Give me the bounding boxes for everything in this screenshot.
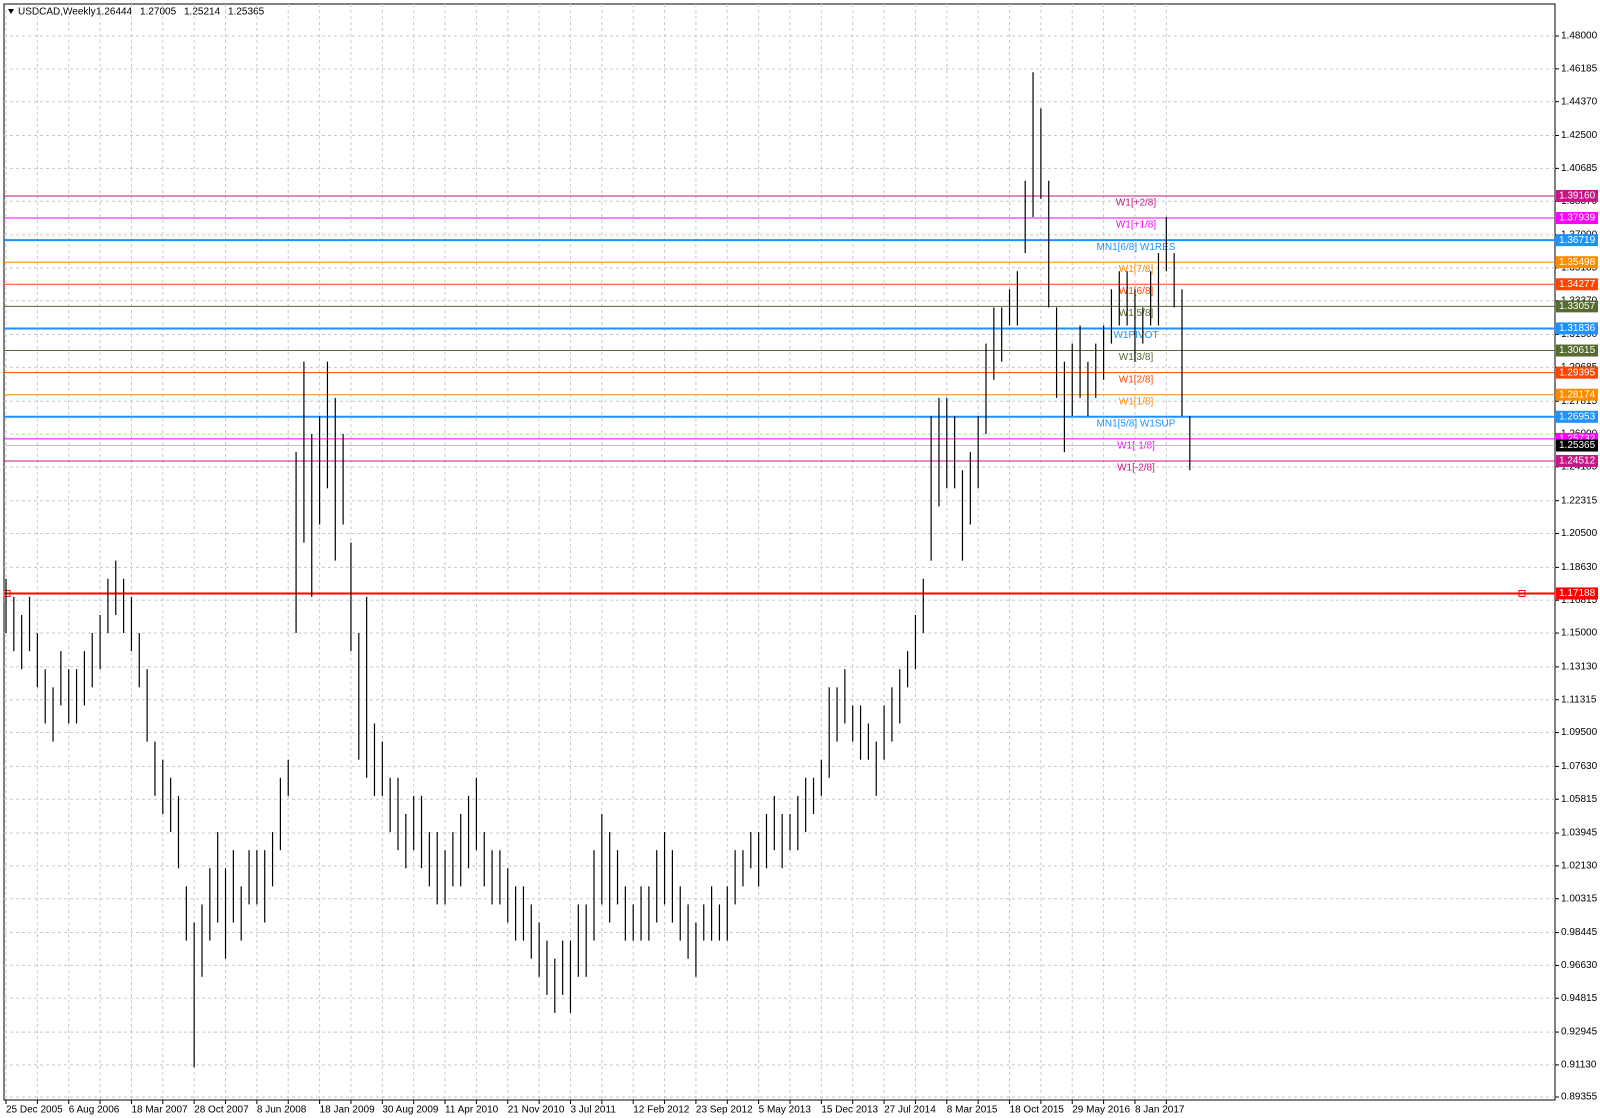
y-tick-label: 1.16815 — [1561, 595, 1598, 606]
x-tick-label: 23 Sep 2012 — [696, 1105, 753, 1116]
level-label: W1[6/8] — [1119, 286, 1154, 297]
header-value: 1.25365 — [228, 7, 265, 18]
level-price-box — [1556, 300, 1598, 313]
level-label: W1[+2/8] — [1116, 198, 1157, 209]
y-tick-label: 1.20500 — [1561, 528, 1598, 539]
level-label: MN1[6/8] W1RES — [1097, 242, 1176, 253]
x-tick-label: 11 Apr 2010 — [445, 1105, 499, 1116]
level-price-box — [1556, 189, 1598, 202]
level-price-box — [1556, 212, 1598, 225]
level-label: W1[2/8] — [1119, 374, 1154, 385]
level-price-box — [1556, 410, 1598, 423]
level-price-box — [1556, 234, 1598, 247]
level-price-label: 1.17188 — [1559, 588, 1596, 599]
level-marker — [3, 589, 11, 597]
level-price-label: 1.37939 — [1559, 213, 1596, 224]
level-price-label: 1.25732 — [1559, 434, 1596, 445]
y-tick-label: 0.96630 — [1561, 960, 1598, 971]
level-price-label: 1.39160 — [1559, 191, 1596, 202]
y-tick-label: 1.15000 — [1561, 628, 1598, 639]
level-price-label: 1.29395 — [1559, 367, 1596, 378]
level-label: W1[1/8] — [1119, 396, 1154, 407]
header-value: 1.26444 — [96, 7, 133, 18]
x-tick-label: 21 Nov 2010 — [508, 1105, 565, 1116]
level-price-box — [1556, 366, 1598, 379]
header-value: 1.27005 — [140, 7, 177, 18]
level-label: W1PIVOT — [1113, 330, 1158, 341]
x-tick-label: 6 Aug 2006 — [69, 1105, 120, 1116]
x-tick-label: 8 Jan 2017 — [1135, 1105, 1185, 1116]
y-tick-label: 1.05815 — [1561, 794, 1598, 805]
x-tick-label: 29 May 2016 — [1072, 1105, 1130, 1116]
x-tick-label: 12 Feb 2012 — [633, 1105, 690, 1116]
level-price-box — [1556, 388, 1598, 401]
x-tick-label: 25 Dec 2005 — [6, 1105, 63, 1116]
plot-frame — [3, 3, 1556, 1101]
level-label: W1[5/8] — [1119, 308, 1154, 319]
level-label: MN1[5/8] W1SUP — [1097, 418, 1176, 429]
level-price-box — [1556, 587, 1598, 600]
y-tick-label: 1.31500 — [1561, 329, 1598, 340]
y-tick-label: 1.00315 — [1561, 893, 1598, 904]
level-label: W1[7/8] — [1119, 264, 1154, 275]
y-tick-label: 1.13130 — [1561, 662, 1598, 673]
level-price-label: 1.26953 — [1559, 411, 1596, 422]
current-price-label: 1.25365 — [1559, 440, 1596, 451]
y-tick-label: 1.09500 — [1561, 727, 1598, 738]
y-tick-label: 1.18630 — [1561, 562, 1598, 573]
level-price-label: 1.35498 — [1559, 257, 1596, 268]
y-tick-label: 1.27815 — [1561, 396, 1598, 407]
x-tick-label: 3 Jul 2011 — [570, 1105, 616, 1116]
level-marker — [1518, 589, 1526, 597]
level-label: W1[+1/8] — [1116, 220, 1157, 231]
y-tick-label: 0.91130 — [1561, 1060, 1597, 1071]
level-price-box — [1556, 256, 1598, 269]
y-tick-label: 1.42500 — [1561, 130, 1598, 141]
x-tick-label: 5 May 2013 — [759, 1105, 812, 1116]
y-tick-label: 1.40685 — [1561, 163, 1598, 174]
x-tick-label: 18 Mar 2007 — [131, 1105, 188, 1116]
level-price-label: 1.36719 — [1559, 235, 1596, 246]
menu-arrow[interactable] — [8, 9, 14, 14]
y-tick-label: 1.46185 — [1561, 63, 1598, 74]
level-price-label: 1.34277 — [1559, 279, 1596, 290]
x-tick-label: 8 Jun 2008 — [257, 1105, 307, 1116]
level-price-box — [1556, 322, 1598, 335]
y-tick-label: 1.24185 — [1561, 462, 1598, 473]
current-price-box — [1556, 439, 1598, 452]
x-tick-label: 18 Oct 2015 — [1010, 1105, 1065, 1116]
level-price-box — [1556, 344, 1598, 357]
level-price-label: 1.30615 — [1559, 345, 1596, 356]
level-price-label: 1.28174 — [1559, 389, 1596, 400]
x-tick-label: 15 Dec 2013 — [821, 1105, 878, 1116]
x-tick-label: 28 Oct 2007 — [194, 1105, 249, 1116]
y-tick-label: 1.11315 — [1561, 694, 1597, 705]
header-value: 1.25214 — [184, 7, 221, 18]
y-tick-label: 1.03945 — [1561, 828, 1598, 839]
x-tick-label: 27 Jul 2014 — [884, 1105, 936, 1116]
x-tick-label: 8 Mar 2015 — [947, 1105, 998, 1116]
y-tick-label: 0.89355 — [1561, 1092, 1598, 1103]
y-tick-label: 0.98445 — [1561, 927, 1598, 938]
y-tick-label: 0.92945 — [1561, 1027, 1598, 1038]
level-price-box — [1556, 278, 1598, 291]
y-tick-label: 1.44370 — [1561, 96, 1598, 107]
y-tick-label: 1.07630 — [1561, 761, 1598, 772]
level-price-box — [1556, 454, 1598, 467]
level-label: W1[-2/8] — [1117, 463, 1155, 474]
symbol-title: USDCAD,Weekly — [18, 7, 96, 18]
y-tick-label: 1.22315 — [1561, 495, 1598, 506]
level-price-label: 1.24512 — [1559, 456, 1596, 467]
x-tick-label: 30 Aug 2009 — [382, 1105, 439, 1116]
y-tick-label: 0.94815 — [1561, 993, 1598, 1004]
y-tick-label: 1.48000 — [1561, 31, 1598, 42]
level-label: W1[3/8] — [1119, 352, 1154, 363]
level-label: W1[-1/8] — [1117, 441, 1155, 452]
level-price-label: 1.33057 — [1559, 301, 1596, 312]
y-tick-label: 1.02130 — [1561, 861, 1598, 872]
x-tick-label: 18 Jan 2009 — [320, 1105, 375, 1116]
level-price-label: 1.31836 — [1559, 323, 1596, 334]
